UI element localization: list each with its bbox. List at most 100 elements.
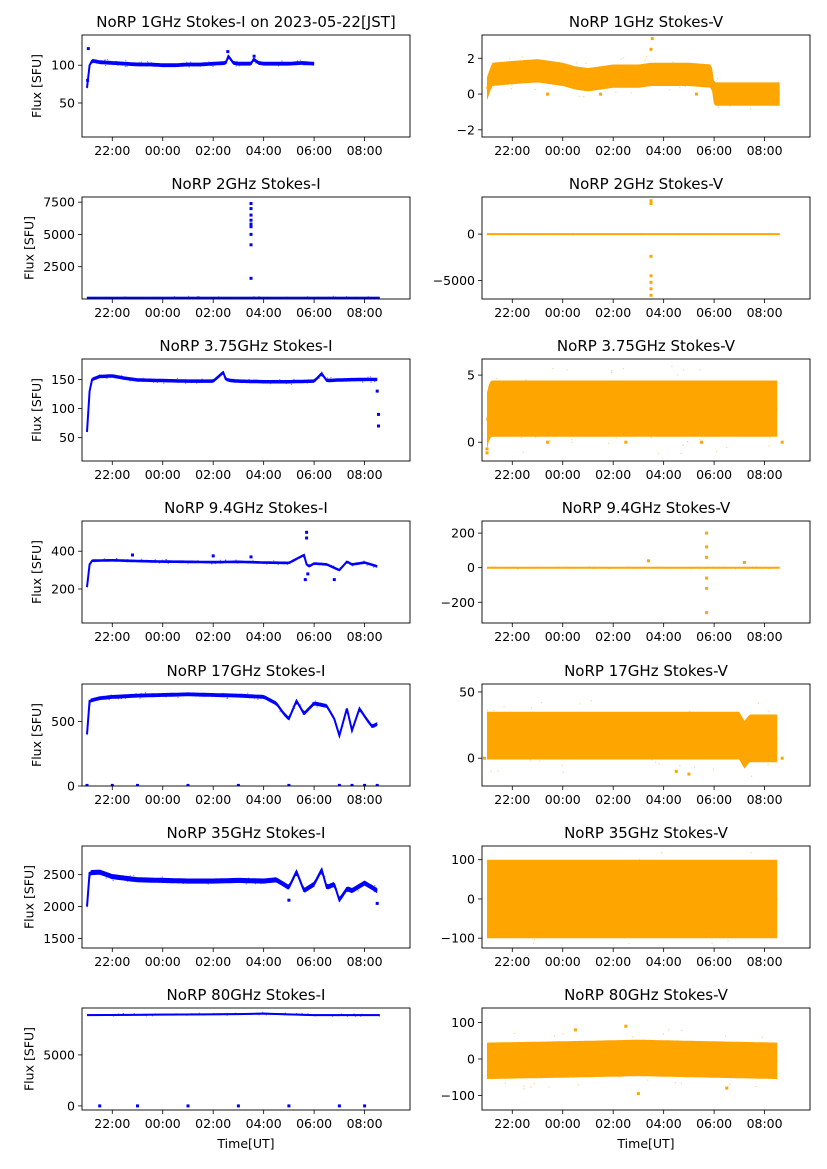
- series-band: [87, 554, 378, 589]
- scatter-point: [194, 562, 196, 564]
- outlier-point: [624, 1024, 628, 1028]
- scatter-point: [666, 233, 668, 235]
- scatter-point: [133, 1013, 136, 1015]
- x-tick-label: 08:00: [747, 792, 783, 807]
- scatter-point: [716, 1051, 718, 1053]
- scatter-point: [574, 233, 576, 235]
- plot-area: [487, 531, 780, 615]
- x-tick-label: 06:00: [296, 305, 332, 320]
- scatter-point: [188, 66, 190, 68]
- y-tick-label: 400: [51, 544, 75, 559]
- series-band: [87, 692, 378, 737]
- scatter-point: [504, 1082, 506, 1084]
- outlier-point: [249, 232, 253, 236]
- scatter-point: [324, 875, 326, 878]
- y-tick-label: −100: [441, 931, 475, 946]
- x-tick-label: 22:00: [494, 1116, 530, 1131]
- scatter-point: [533, 1082, 535, 1085]
- outlier-point: [236, 1104, 240, 1108]
- scatter-point: [496, 77, 498, 79]
- scatter-point: [349, 377, 351, 380]
- scatter-point: [104, 64, 107, 67]
- series-band: [487, 711, 778, 769]
- scatter-point: [213, 63, 215, 65]
- scatter-point: [494, 233, 497, 235]
- x-tick-label: 06:00: [696, 1116, 732, 1131]
- scatter-point: [328, 1014, 330, 1016]
- outlier-point: [649, 274, 653, 278]
- scatter-point: [521, 869, 523, 872]
- scatter-point: [514, 1032, 516, 1035]
- scatter-point: [300, 556, 302, 558]
- scatter-point: [598, 233, 600, 235]
- x-tick-label: 00:00: [145, 467, 181, 482]
- scatter-point: [225, 693, 227, 695]
- scatter-point: [500, 903, 502, 905]
- scatter-point: [751, 722, 754, 725]
- scatter-point: [111, 877, 113, 879]
- scatter-point: [738, 1055, 740, 1057]
- scatter-point: [187, 1013, 189, 1015]
- x-tick-label: 04:00: [246, 467, 282, 482]
- scatter-point: [373, 566, 375, 568]
- scatter-point: [747, 233, 749, 235]
- series-stokes-i: [86, 202, 380, 299]
- series-line: [86, 1012, 380, 1017]
- scatter-point: [698, 233, 700, 235]
- scatter-point: [628, 416, 630, 418]
- plot-area: [486, 37, 780, 110]
- scatter-point: [219, 562, 221, 564]
- panel-1: NoRP 1GHz Stokes-V 22:00 00:00 02:00 04:00 06…: [457, 13, 811, 158]
- scatter-point: [345, 295, 348, 298]
- axes-frame: [81, 34, 411, 138]
- scatter-point: [587, 233, 589, 235]
- scatter-point: [222, 881, 225, 883]
- scatter-point: [166, 380, 168, 382]
- scatter-point: [679, 1072, 682, 1075]
- scatter-point: [573, 1057, 576, 1060]
- scatter-point: [750, 851, 752, 854]
- scatter-point: [290, 383, 293, 386]
- y-axis-label: Flux [SFU]: [22, 865, 37, 929]
- x-tick-label: 06:00: [696, 954, 732, 969]
- scatter-point: [361, 1013, 363, 1015]
- x-tick-label: 04:00: [646, 792, 682, 807]
- panel-title: NoRP 2GHz Stokes-V: [569, 175, 724, 193]
- outlier-point: [249, 243, 253, 247]
- scatter-point: [558, 566, 560, 568]
- scatter-point: [768, 919, 770, 922]
- scatter-point: [120, 876, 122, 878]
- scatter-point: [199, 381, 201, 384]
- scatter-point: [295, 1012, 298, 1015]
- scatter-point: [235, 1012, 237, 1015]
- scatter-point: [112, 297, 114, 299]
- scatter-point: [707, 566, 709, 568]
- scatter-point: [758, 839, 759, 840]
- outlier-point: [377, 412, 380, 416]
- scatter-point: [339, 900, 341, 903]
- scatter-point: [751, 86, 753, 89]
- scatter-point: [718, 384, 721, 386]
- scatter-point: [666, 430, 669, 432]
- scatter-point: [643, 566, 645, 569]
- scatter-point: [579, 1062, 581, 1064]
- x-tick-label: 08:00: [747, 305, 783, 320]
- scatter-point: [317, 377, 319, 379]
- y-tick-label: 5000: [43, 227, 75, 242]
- scatter-point: [324, 296, 327, 299]
- scatter-point: [190, 381, 193, 384]
- scatter-point: [636, 567, 638, 569]
- x-tick-label: 08:00: [747, 954, 783, 969]
- scatter-point: [368, 723, 370, 725]
- scatter-point: [504, 63, 506, 65]
- scatter-point: [112, 63, 115, 66]
- scatter-point: [284, 1012, 287, 1014]
- scatter-point: [530, 1086, 532, 1088]
- scatter-point: [710, 233, 712, 236]
- outlier-point: [599, 92, 603, 96]
- scatter-point: [747, 567, 750, 569]
- scatter-point: [516, 233, 518, 235]
- scatter-point: [571, 439, 573, 441]
- scatter-point: [255, 62, 257, 64]
- scatter-point: [682, 369, 685, 371]
